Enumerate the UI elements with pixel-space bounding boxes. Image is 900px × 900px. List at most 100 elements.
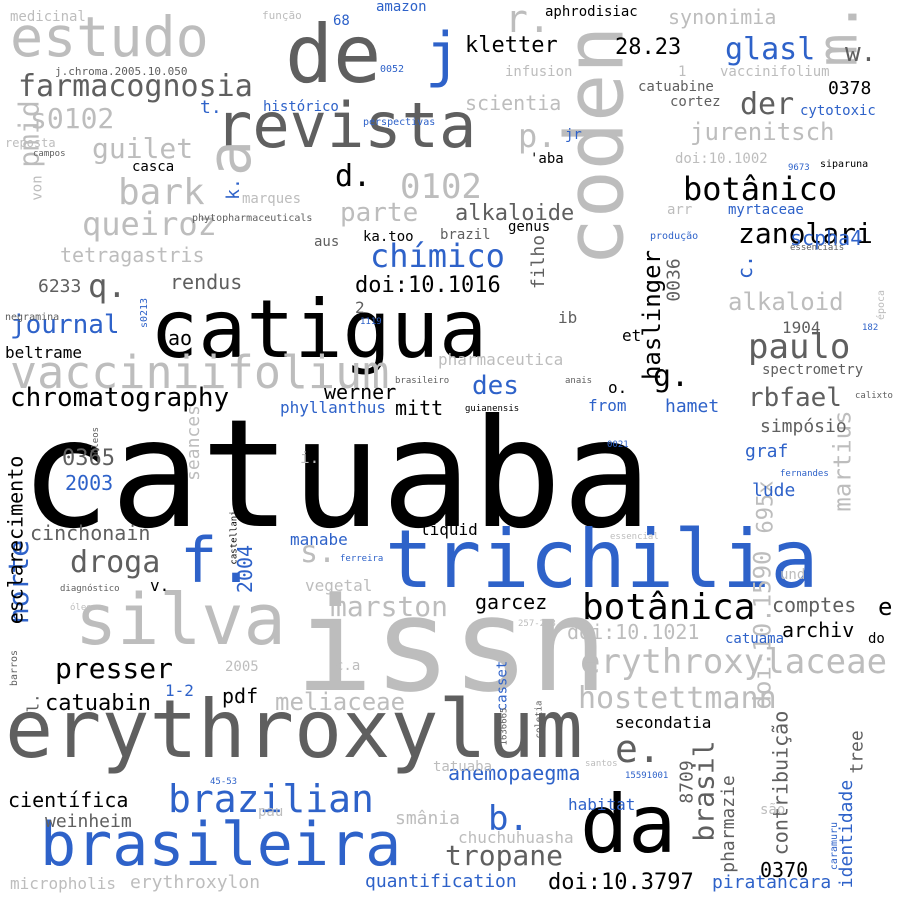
cloud-word: 0052 [380, 64, 405, 75]
cloud-word: haslinger [638, 249, 667, 381]
cloud-word: científica [8, 788, 129, 812]
cloud-word: lude [752, 480, 796, 501]
cloud-word: aphrodisiac [545, 4, 638, 20]
cloud-word: b. [488, 799, 529, 839]
cloud-word: seances [182, 405, 204, 481]
cloud-word: e [878, 593, 893, 621]
cloud-word: pharmazie [717, 775, 739, 873]
cloud-word: queiroz [82, 205, 217, 243]
cloud-word: barros [9, 649, 21, 687]
cloud-word: manabe [290, 530, 348, 549]
cloud-word: synonimia [668, 5, 777, 29]
cloud-word: 2003 [65, 471, 114, 495]
cloud-word: cinchonain [30, 521, 151, 545]
cloud-word: i. [300, 448, 320, 467]
cloud-word: anemopaegma [448, 761, 581, 785]
cloud-word: de [285, 8, 382, 101]
cloud-word: casset [493, 660, 510, 711]
cloud-word: glasl [725, 32, 816, 67]
cloud-word: trichilia [385, 513, 819, 606]
cloud-word: vaccinifolium [720, 64, 830, 80]
cloud-word: coletia [533, 700, 544, 738]
cloud-word: ka.too [363, 229, 414, 245]
cloud-word: ib [558, 308, 578, 327]
cloud-word: e. [615, 727, 661, 771]
cloud-word: 1119 [360, 317, 382, 327]
cloud-word: doi:10.1016 [355, 273, 501, 298]
cloud-word: secondatia [615, 713, 712, 732]
cloud-word: negramina [5, 312, 60, 323]
cloud-word: arr [667, 202, 693, 218]
cloud-word: liquid [420, 520, 478, 539]
cloud-word: genus [508, 219, 551, 235]
cloud-word: marques [242, 191, 302, 207]
cloud-word: und [780, 567, 806, 583]
cloud-word: 6233 [38, 276, 82, 297]
cloud-word: r. [505, 0, 551, 41]
cloud-word: produção [650, 231, 699, 242]
cloud-word: época [876, 289, 888, 321]
cloud-word: 0365 [62, 446, 115, 471]
cloud-word: archiv [782, 618, 855, 642]
cloud-word: tree [846, 729, 868, 774]
cloud-word: silva [75, 579, 286, 661]
cloud-word: 2 [355, 298, 365, 317]
cloud-word: alkaloid [728, 288, 844, 316]
cloud-word: pharmaceutica [438, 350, 564, 369]
cloud-word: esclarecimento [2, 455, 27, 624]
cloud-word: doi:10.1590 [747, 550, 776, 709]
cloud-word: werner [324, 380, 397, 404]
cloud-word: g. [653, 359, 690, 394]
cloud-word: perspectivas [363, 117, 436, 128]
cloud-word: estudo [10, 5, 209, 69]
cloud-word: presser [55, 652, 174, 685]
cloud-word: vacciniifolium [10, 346, 390, 399]
cloud-word: p. [518, 117, 557, 155]
cloud-word: pdf [222, 684, 259, 708]
cloud-word: contribuição [767, 710, 792, 855]
cloud-word: essencial [610, 532, 659, 542]
cloud-word: o. [608, 378, 628, 397]
cloud-word: medicinal [10, 9, 86, 25]
cloud-word: guianensis [465, 404, 520, 414]
cloud-word: paulo [748, 327, 851, 367]
cloud-word: habitat [568, 795, 636, 814]
cloud-word: catuabin [45, 691, 151, 716]
cloud-word: castellani [229, 509, 240, 565]
cloud-word: t. [200, 97, 222, 118]
cloud-word: doi:10.1002 [675, 151, 768, 167]
cloud-word: 9673 [788, 163, 810, 173]
cloud-word: brasileiro [395, 376, 450, 386]
cloud-word: casca [132, 159, 175, 175]
cloud-word: santos [585, 759, 618, 769]
cloud-word: fernandes [780, 469, 829, 479]
cloud-word: der [740, 87, 795, 122]
cloud-word: campos [33, 149, 66, 159]
cloud-word: vegetal [305, 576, 373, 595]
cloud-word: filho [528, 234, 550, 290]
cloud-word: 1 [678, 64, 687, 80]
cloud-word: weinheim [45, 811, 132, 832]
cloud-word: caramuru [829, 821, 841, 871]
cloud-word: phytopharmaceuticals [192, 213, 313, 224]
cloud-word: chuchuhuasha [458, 828, 574, 847]
cloud-word: calixto [855, 391, 893, 401]
cloud-word: botânica [582, 587, 756, 628]
cloud-word: bark [118, 172, 205, 213]
cloud-word: diagnóstico [60, 584, 120, 594]
cloud-word: scientia [465, 91, 562, 115]
cloud-word: parte [340, 198, 419, 228]
cloud-word: 0378 [828, 78, 872, 99]
cloud-word: 28.23 [615, 35, 682, 60]
cloud-word: a [195, 139, 266, 177]
cloud-word: s0102 [30, 102, 115, 135]
cloud-word: tatuaba [433, 759, 493, 775]
cloud-word: s. [300, 535, 337, 570]
cloud-word: tropane [445, 839, 564, 872]
cloud-word: graf [745, 441, 789, 462]
cloud-word: simpósio [760, 416, 847, 437]
cloud-word: 1636665 [498, 707, 509, 745]
cloud-word: from [588, 396, 627, 415]
cloud-word: doi:10.1021 [567, 620, 700, 644]
cloud-word: pau [258, 804, 284, 820]
